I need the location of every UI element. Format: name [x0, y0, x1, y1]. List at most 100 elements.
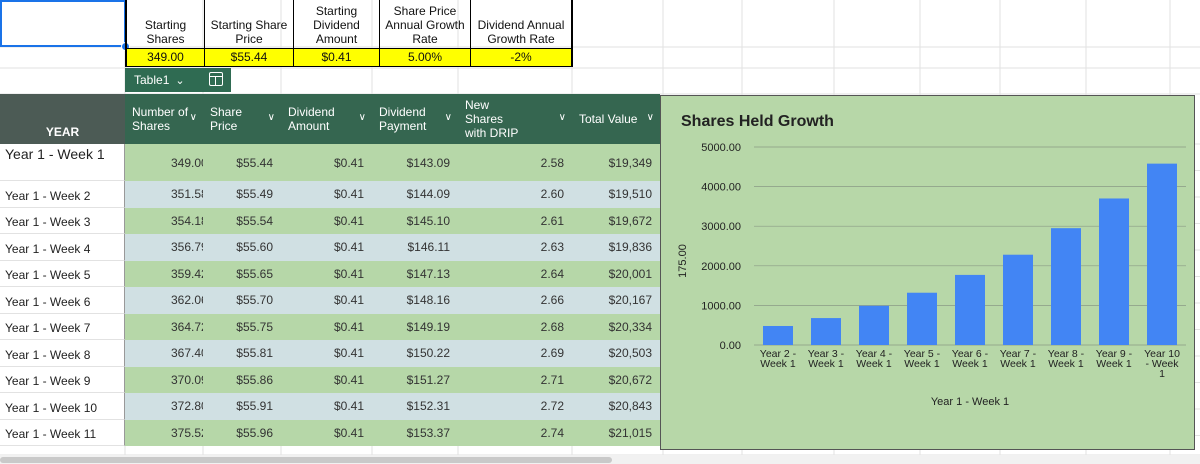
table-name-chip[interactable]: Table1 ⌄: [125, 68, 231, 92]
data-cell[interactable]: $20,672: [572, 366, 660, 393]
year-column-header[interactable]: YEAR: [0, 94, 125, 144]
year-cell[interactable]: Year 1 - Week 11: [0, 419, 125, 446]
column-header[interactable]: New Shares with DRIP ∨: [458, 94, 572, 144]
bar[interactable]: [1003, 254, 1033, 345]
data-cell[interactable]: $55.96: [203, 419, 281, 446]
data-cell[interactable]: 2.58: [458, 144, 572, 181]
data-cell[interactable]: 2.63: [458, 234, 572, 261]
data-cell[interactable]: 2.74: [458, 419, 572, 446]
data-cell[interactable]: $0.41: [281, 287, 372, 314]
param-header[interactable]: Dividend Annual Growth Rate: [477, 18, 565, 46]
bar[interactable]: [955, 274, 985, 345]
data-cell[interactable]: $20,503: [572, 340, 660, 367]
data-cell[interactable]: $19,349: [572, 144, 660, 181]
data-cell[interactable]: 362.06: [125, 287, 208, 314]
data-cell[interactable]: $0.41: [281, 207, 372, 234]
data-cell[interactable]: $0.41: [281, 260, 372, 287]
year-cell[interactable]: Year 1 - Week 1: [0, 144, 125, 181]
data-cell[interactable]: 359.42: [125, 260, 208, 287]
data-cell[interactable]: 2.71: [458, 366, 572, 393]
chevron-down-icon[interactable]: ∨: [267, 112, 275, 123]
data-cell[interactable]: 2.72: [458, 393, 572, 420]
bar[interactable]: [859, 305, 889, 345]
data-cell[interactable]: 2.64: [458, 260, 572, 287]
chevron-down-icon[interactable]: ∨: [444, 112, 452, 123]
column-header[interactable]: Dividend Payment ∨: [372, 94, 458, 144]
data-cell[interactable]: $19,836: [572, 234, 660, 261]
data-cell[interactable]: $144.09: [372, 181, 458, 208]
bar[interactable]: [763, 325, 793, 345]
horizontal-scrollbar[interactable]: [0, 457, 612, 463]
data-cell[interactable]: $20,334: [572, 313, 660, 340]
year-cell[interactable]: Year 1 - Week 8: [0, 340, 125, 367]
bar[interactable]: [907, 292, 937, 345]
selected-cell[interactable]: [0, 0, 126, 47]
param-header[interactable]: Share Price Annual Growth Rate: [385, 4, 465, 46]
data-cell[interactable]: $0.41: [281, 340, 372, 367]
data-cell[interactable]: $55.54: [203, 207, 281, 234]
data-cell[interactable]: $149.19: [372, 313, 458, 340]
data-cell[interactable]: 364.72: [125, 313, 208, 340]
param-header[interactable]: Starting Dividend Amount: [313, 4, 360, 46]
data-cell[interactable]: $20,001: [572, 260, 660, 287]
year-cell[interactable]: Year 1 - Week 6: [0, 287, 125, 314]
data-cell[interactable]: $0.41: [281, 144, 372, 181]
data-cell[interactable]: $153.37: [372, 419, 458, 446]
data-cell[interactable]: $0.41: [281, 419, 372, 446]
column-header[interactable]: Share Price ∨: [203, 94, 281, 144]
column-header[interactable]: Total Value ∨: [572, 94, 660, 144]
data-cell[interactable]: $55.91: [203, 393, 281, 420]
data-cell[interactable]: $55.60: [203, 234, 281, 261]
data-cell[interactable]: 2.68: [458, 313, 572, 340]
data-cell[interactable]: $143.09: [372, 144, 458, 181]
bar[interactable]: [1051, 228, 1081, 345]
year-cell[interactable]: Year 1 - Week 10: [0, 393, 125, 420]
data-cell[interactable]: $55.81: [203, 340, 281, 367]
data-cell[interactable]: 356.79: [125, 234, 208, 261]
data-cell[interactable]: $55.65: [203, 260, 281, 287]
data-cell[interactable]: $19,672: [572, 207, 660, 234]
data-cell[interactable]: $55.75: [203, 313, 281, 340]
data-cell[interactable]: $19,510: [572, 181, 660, 208]
chevron-down-icon[interactable]: ∨: [558, 112, 566, 123]
data-cell[interactable]: $145.10: [372, 207, 458, 234]
data-cell[interactable]: 375.52: [125, 419, 208, 446]
data-cell[interactable]: $0.41: [281, 313, 372, 340]
data-cell[interactable]: $148.16: [372, 287, 458, 314]
param-value[interactable]: 5.00%: [380, 48, 470, 66]
data-cell[interactable]: $21,015: [572, 419, 660, 446]
data-cell[interactable]: 2.61: [458, 207, 572, 234]
bar[interactable]: [1099, 198, 1129, 345]
table-icon[interactable]: [209, 72, 223, 86]
data-cell[interactable]: 2.66: [458, 287, 572, 314]
param-header[interactable]: Starting Share Price: [210, 18, 288, 46]
data-cell[interactable]: 367.40: [125, 340, 208, 367]
column-header[interactable]: Dividend Amount ∨: [281, 94, 372, 144]
data-cell[interactable]: $151.27: [372, 366, 458, 393]
data-cell[interactable]: 370.09: [125, 366, 208, 393]
chevron-down-icon[interactable]: ∨: [358, 112, 366, 123]
column-header[interactable]: Number of Shares ∨: [125, 94, 203, 144]
data-cell[interactable]: 2.60: [458, 181, 572, 208]
data-cell[interactable]: 2.69: [458, 340, 572, 367]
data-cell[interactable]: $55.86: [203, 366, 281, 393]
data-cell[interactable]: $152.31: [372, 393, 458, 420]
data-cell[interactable]: $0.41: [281, 181, 372, 208]
param-value[interactable]: -2%: [471, 48, 571, 66]
param-header[interactable]: Starting Shares: [144, 18, 187, 46]
chevron-down-icon[interactable]: ∨: [646, 112, 654, 123]
data-cell[interactable]: 372.80: [125, 393, 208, 420]
chevron-down-icon[interactable]: ⌄: [175, 74, 185, 87]
year-cell[interactable]: Year 1 - Week 3: [0, 207, 125, 234]
data-cell[interactable]: $150.22: [372, 340, 458, 367]
data-cell[interactable]: $147.13: [372, 260, 458, 287]
chevron-down-icon[interactable]: ∨: [189, 112, 197, 123]
data-cell[interactable]: 351.58: [125, 181, 208, 208]
year-cell[interactable]: Year 1 - Week 2: [0, 181, 125, 208]
param-value[interactable]: $55.44: [205, 48, 293, 66]
data-cell[interactable]: $55.49: [203, 181, 281, 208]
data-cell[interactable]: $0.41: [281, 393, 372, 420]
shares-held-growth-chart[interactable]: Shares Held Growth 0.00 1000.00 2000.00 3000…: [660, 95, 1195, 450]
data-cell[interactable]: 354.18: [125, 207, 208, 234]
data-cell[interactable]: $55.44: [203, 144, 281, 181]
